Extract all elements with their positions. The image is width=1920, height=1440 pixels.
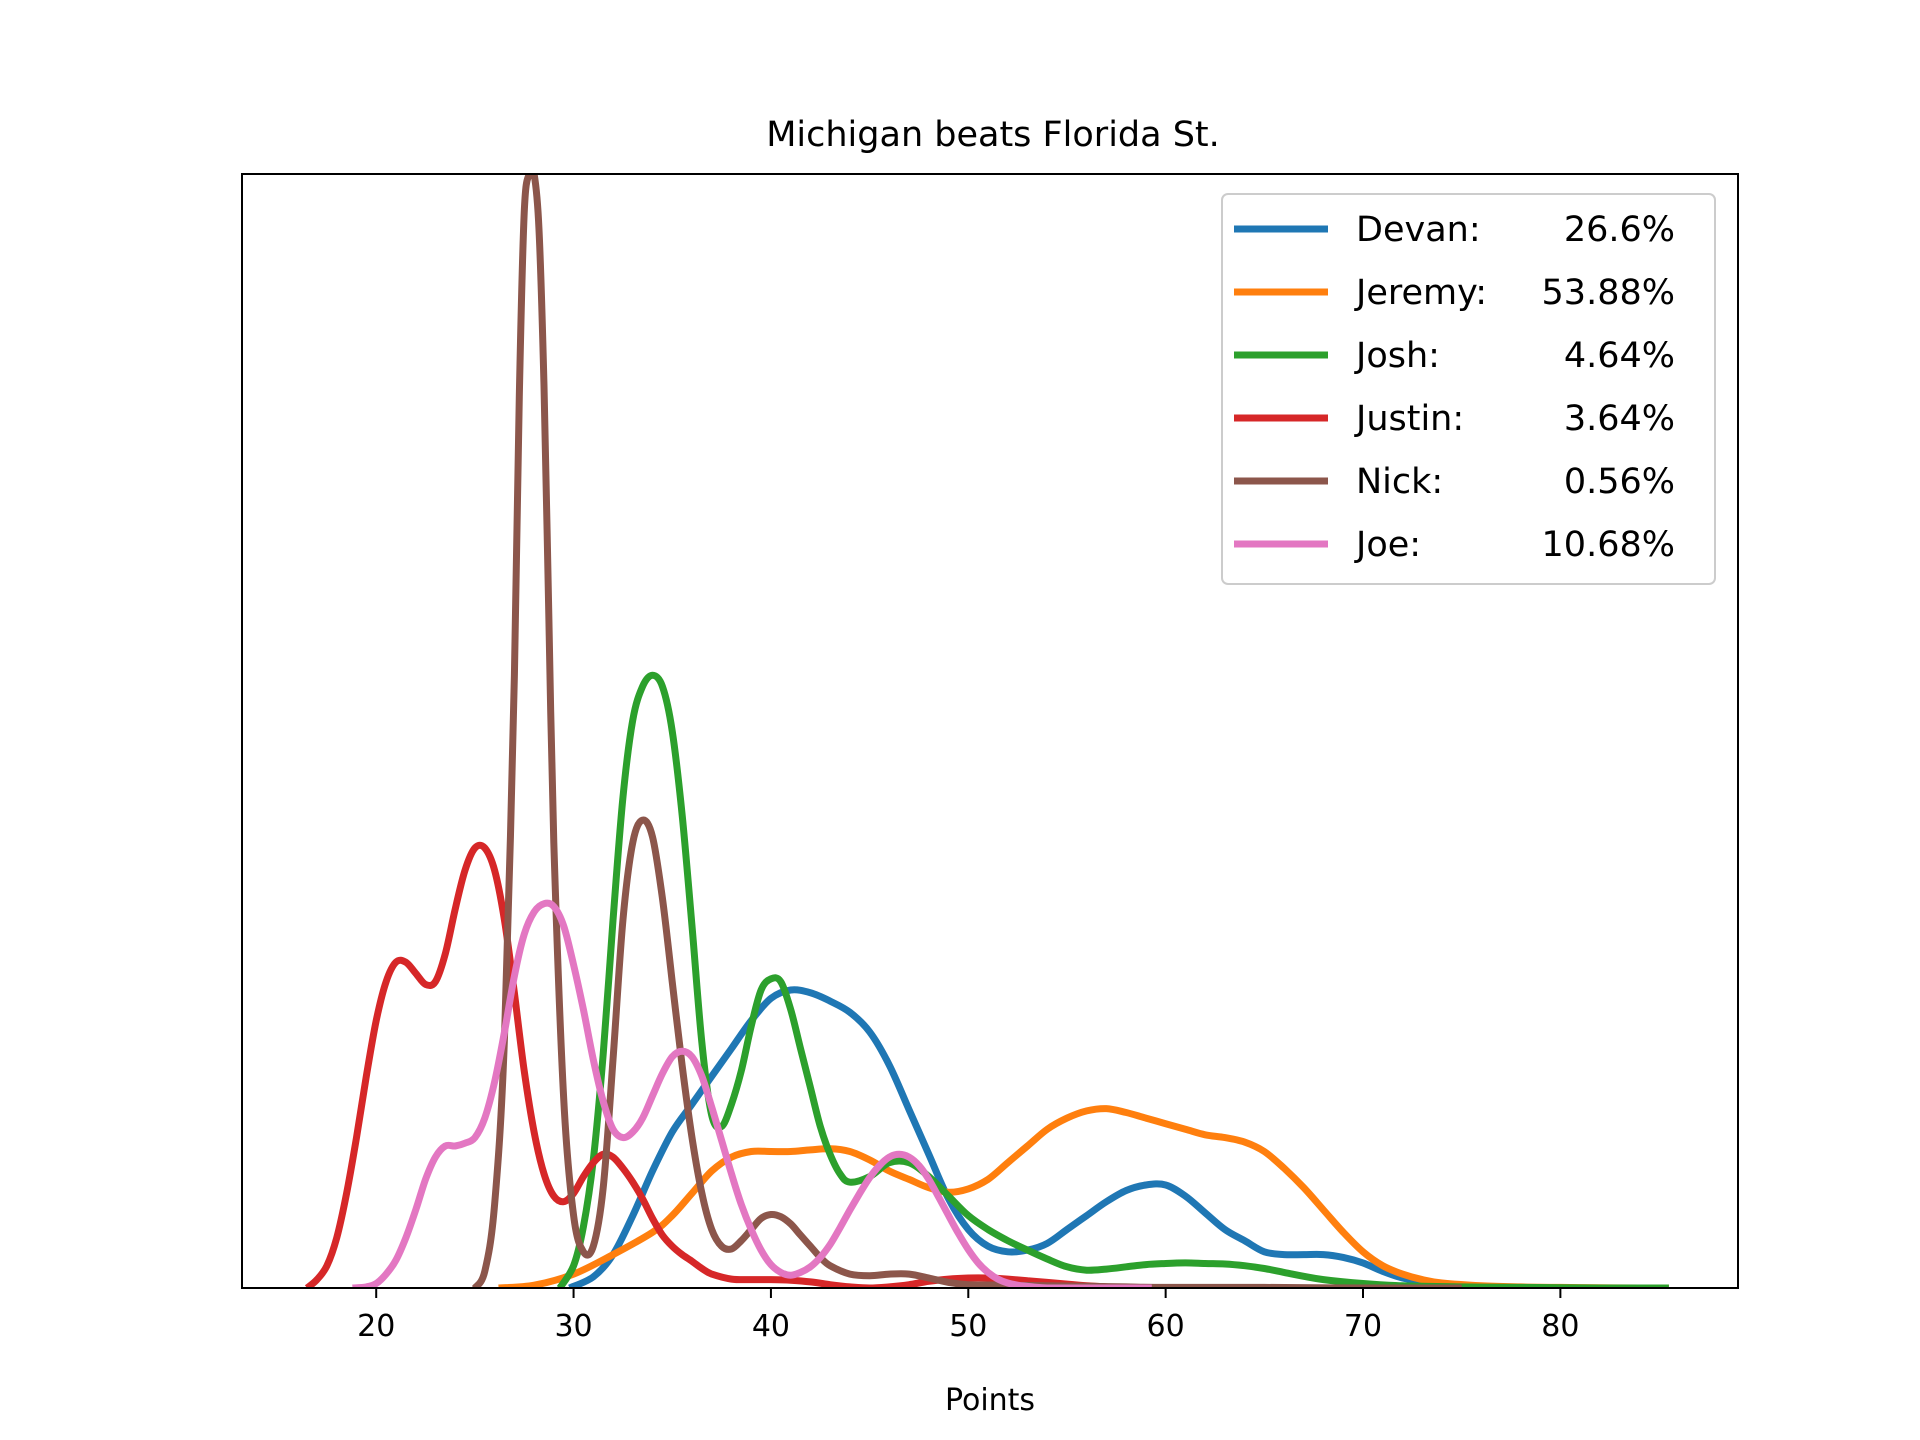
legend-value: 26.6% [1564, 210, 1675, 250]
legend-value: 53.88% [1542, 273, 1675, 313]
x-tick-label: 80 [1541, 1309, 1579, 1344]
x-axis-label: Points [945, 1383, 1035, 1418]
legend-value: 4.64% [1564, 336, 1675, 376]
legend-label: Josh: [1354, 336, 1440, 376]
legend-box [1221, 193, 1716, 585]
legend-label: Jeremy: [1354, 273, 1487, 313]
series-line-joe [352, 899, 1152, 1288]
chart-title: Michigan beats Florida St. [766, 115, 1220, 155]
x-tick-label: 30 [554, 1309, 592, 1344]
series-layer [304, 174, 1669, 1288]
x-tick-label: 40 [752, 1309, 790, 1344]
x-tick-label: 50 [949, 1309, 987, 1344]
legend-value: 0.56% [1564, 462, 1675, 502]
legend-value: 10.68% [1542, 525, 1675, 565]
x-axis: 20 30 40 50 60 70 80 [357, 1288, 1579, 1344]
legend-value: 3.64% [1564, 399, 1675, 439]
series-line-josh [556, 671, 1669, 1288]
x-tick-label: 70 [1344, 1309, 1382, 1344]
x-tick-label: 60 [1147, 1309, 1185, 1344]
legend-label: Joe: [1354, 525, 1421, 565]
legend-label: Devan: [1356, 210, 1481, 250]
legend-label: Nick: [1356, 462, 1443, 502]
series-line-justin [304, 841, 1127, 1288]
plot-area [241, 173, 1739, 1289]
series-line-jeremy [498, 1105, 1669, 1288]
series-line-devan [568, 986, 1522, 1288]
series-line-nick [471, 174, 1462, 1288]
legend-label: Justin: [1354, 399, 1464, 439]
x-tick-label: 20 [357, 1309, 395, 1344]
legend: Devan: 26.6% Jeremy: 53.88% Josh: 4.64% Justin… [1221, 193, 1716, 585]
axes-frame [241, 173, 1739, 1289]
